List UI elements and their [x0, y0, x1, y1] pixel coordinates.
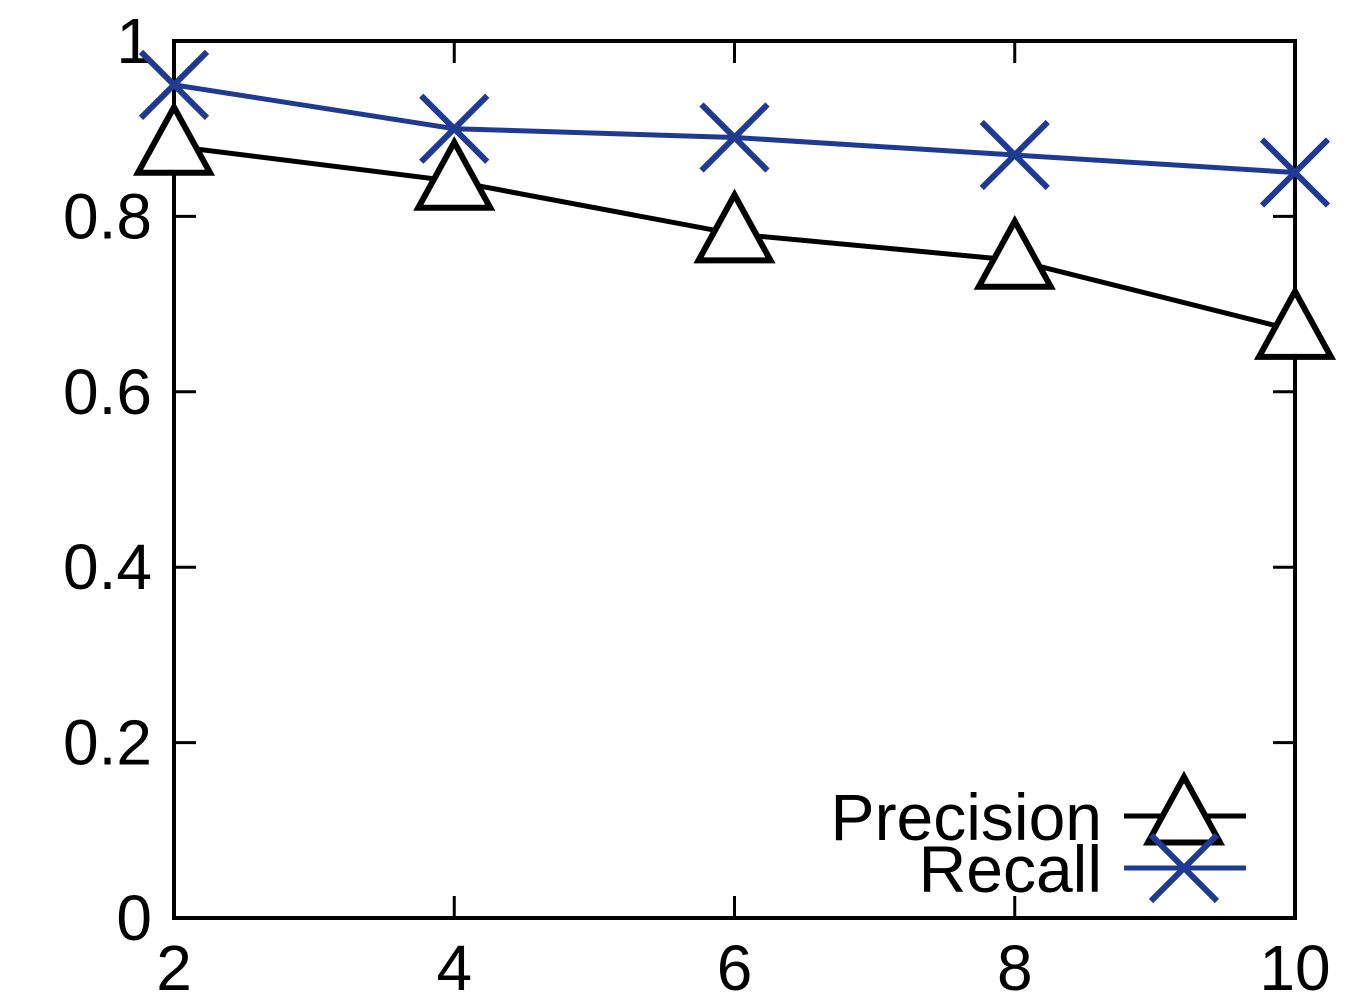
series-recall: [138, 49, 1331, 208]
x-tick-label: 4: [436, 932, 472, 1004]
recall-data-point: [1259, 137, 1331, 208]
plot-frame: [172, 39, 1297, 920]
x-tick-label: 8: [997, 932, 1033, 1004]
precision-data-point: [693, 188, 776, 264]
legend-label-precision: Precision: [831, 780, 1102, 854]
series-line-recall: [173, 82, 1296, 176]
y-tick-label: 0.4: [63, 531, 152, 603]
precision-data-point: [973, 214, 1056, 290]
x-tick-label: 6: [717, 932, 753, 1004]
recall-data-point: [419, 93, 490, 164]
plot-frame-group: [172, 39, 1297, 920]
precision-data-point: [132, 100, 216, 176]
x-tick-label: 2: [156, 932, 192, 1004]
legend-marker-precision: [1142, 770, 1226, 846]
precision-data-point: [1253, 285, 1337, 360]
y-tick-label: 0.2: [63, 707, 152, 779]
legend-marker-recall: [1148, 832, 1220, 904]
series-precision: [132, 100, 1337, 360]
recall-data-point: [699, 102, 770, 173]
y-tick-label: 0.8: [63, 180, 152, 252]
y-tick-label: 0: [116, 882, 152, 954]
axis-ticks-group: 2 4 6 8 10 0 0.2 0.4 0.6 0.8 1: [63, 5, 1331, 1004]
precision-data-point: [413, 136, 496, 211]
series-group: [132, 49, 1337, 360]
legend-label-recall: Recall: [919, 832, 1102, 906]
recall-data-point: [979, 119, 1050, 191]
recall-data-point: [138, 49, 210, 120]
y-tick-label: 0.6: [63, 356, 152, 428]
x-tick-label: 10: [1259, 932, 1330, 1004]
y-tick-label: 1: [116, 5, 152, 77]
